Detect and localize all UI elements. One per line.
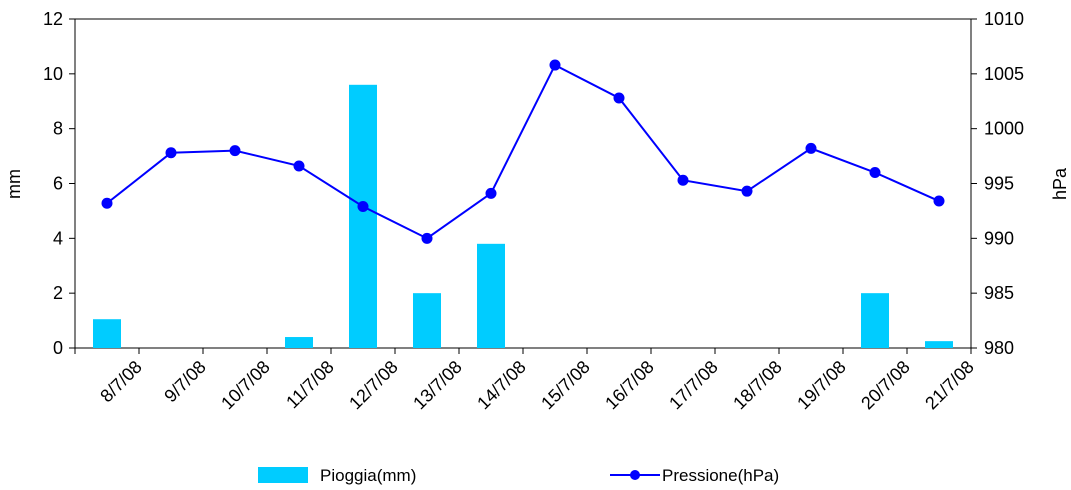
- y-right-tick-label: 990: [984, 228, 1014, 248]
- y-right-axis-title: hPa: [1050, 167, 1070, 200]
- bar: [413, 293, 441, 348]
- pressure-point: [869, 167, 881, 179]
- pressure-point: [485, 187, 497, 199]
- y-right-tick-label: 1000: [984, 119, 1024, 139]
- y-left-tick-label: 4: [53, 228, 63, 248]
- plot-area: 0 2 4 6 8 10 12 980 985 990 995 1000 1005 1010 8/7/08 9…: [43, 9, 1024, 413]
- pressure-point: [293, 160, 305, 172]
- pressure-line: [106, 63, 940, 240]
- x-tick-label: 12/7/08: [345, 357, 402, 414]
- bar: [861, 293, 889, 348]
- bar: [349, 84, 377, 349]
- x-tick-label: 20/7/08: [857, 357, 914, 414]
- x-tick-label: 17/7/08: [665, 357, 722, 414]
- y-right-tick-label: 995: [984, 174, 1014, 194]
- y-left-tick-label: 8: [53, 119, 63, 139]
- pressure-point: [421, 232, 433, 244]
- pressure-point: [805, 142, 817, 154]
- y-left-tick-label: 0: [53, 338, 63, 358]
- pressure-point: [933, 195, 945, 207]
- x-tick-label: 10/7/08: [217, 357, 274, 414]
- y-left-tick-label: 12: [43, 9, 63, 29]
- y-right-tick-label: 985: [984, 283, 1014, 303]
- y-right-tick-label: 980: [984, 338, 1014, 358]
- legend-swatch-rain: [258, 467, 308, 483]
- pressure-point: [549, 59, 561, 71]
- legend: Pioggia(mm) Pressione(hPa): [258, 466, 779, 485]
- y-left-tick-label: 6: [53, 174, 63, 194]
- legend-label-rain: Pioggia(mm): [320, 466, 416, 485]
- bar: [93, 319, 121, 348]
- y-left-tick-label: 2: [53, 283, 63, 303]
- plot-frame: [74, 18, 972, 349]
- x-tick-label: 9/7/08: [160, 357, 210, 407]
- y-left-tick-label: 10: [43, 64, 63, 84]
- y-left-axis-title: mm: [4, 169, 24, 199]
- legend-label-pressure: Pressione(hPa): [662, 466, 779, 485]
- x-tick-label: 8/7/08: [96, 357, 146, 407]
- x-tick-label: 15/7/08: [537, 357, 594, 414]
- bar: [925, 341, 953, 348]
- x-tick-label: 18/7/08: [729, 357, 786, 414]
- x-tick-label: 19/7/08: [793, 357, 850, 414]
- pressure-point: [101, 197, 113, 209]
- pressure-point: [357, 201, 369, 213]
- y-right-tick-label: 1005: [984, 64, 1024, 84]
- pressure-point: [677, 174, 689, 186]
- pressure-point: [741, 185, 753, 197]
- bar: [477, 243, 505, 348]
- pressure-point: [229, 145, 241, 157]
- bar: [285, 337, 313, 348]
- x-tick-label: 16/7/08: [601, 357, 658, 414]
- y-right-tick-label: 1010: [984, 9, 1024, 29]
- pressure-point: [613, 92, 625, 104]
- pressure-point: [165, 147, 177, 159]
- x-tick-label: 13/7/08: [409, 357, 466, 414]
- legend-marker-pressure: [630, 470, 640, 480]
- x-tick-label: 21/7/08: [921, 357, 978, 414]
- x-tick-label: 11/7/08: [282, 357, 338, 413]
- x-tick-label: 14/7/08: [473, 357, 530, 414]
